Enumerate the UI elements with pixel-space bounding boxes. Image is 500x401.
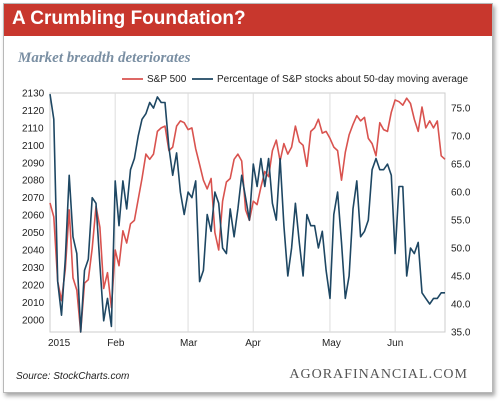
right-tick-label: 40.0 [451, 300, 471, 311]
left-tick-label: 2120 [22, 106, 45, 117]
right-tick-label: 55.0 [451, 216, 471, 227]
x-tick-label: Jun [387, 338, 403, 349]
left-tick-label: 2080 [22, 176, 45, 187]
right-tick-label: 70.0 [451, 132, 471, 143]
left-tick-label: 2010 [22, 298, 45, 309]
x-tick-label: May [322, 338, 341, 349]
series-line-breadth [49, 93, 445, 333]
right-tick-label: 35.0 [451, 328, 471, 339]
x-tick-label: Feb [107, 338, 125, 349]
source-note: Source: StockCharts.com [16, 371, 130, 382]
legend-label-sp500: S&P 500 [147, 74, 187, 85]
legend: S&P 500 Percentage of S&P stocks about 5… [122, 74, 469, 85]
left-tick-label: 2090 [22, 158, 45, 169]
right-tick-label: 65.0 [451, 160, 471, 171]
right-tick-label: 50.0 [451, 244, 471, 255]
left-axis: 2000 2010 2020 2030 2040 2050 2060 2070 2080 2090… [22, 89, 45, 327]
title-banner: A Crumbling Foundation? [4, 4, 492, 36]
left-tick-label: 2100 [22, 141, 45, 152]
left-tick-label: 2070 [22, 193, 45, 204]
right-axis: 35.0 40.0 45.0 50.0 55.0 60.0 65.0 70.0 75.0 [451, 104, 471, 339]
right-tick-label: 45.0 [451, 272, 471, 283]
left-tick-label: 2060 [22, 211, 45, 222]
left-tick-label: 2030 [22, 263, 45, 274]
left-tick-label: 2040 [22, 246, 45, 257]
left-tick-label: 2130 [22, 89, 45, 100]
series-line-sp500 [49, 97, 446, 333]
brand-logo: AGORAFINANCIAL.COM [289, 367, 468, 382]
grid-lines [114, 93, 396, 332]
x-tick-label: Mar [180, 338, 198, 349]
x-tick-label: Apr [245, 338, 261, 349]
x-axis: 2015 Feb Mar Apr May Jun [48, 338, 403, 349]
legend-label-breadth: Percentage of S&P stocks about 50-day mo… [217, 74, 469, 85]
series-group [49, 93, 446, 333]
chart-subtitle: Market breadth deteriorates [18, 50, 191, 66]
page-title: A Crumbling Foundation? [12, 8, 246, 29]
right-tick-label: 75.0 [451, 104, 471, 115]
right-tick-label: 60.0 [451, 188, 471, 199]
left-tick-label: 2110 [22, 123, 44, 134]
left-tick-label: 2050 [22, 228, 45, 239]
x-tick-label: 2015 [48, 338, 71, 349]
left-tick-label: 2020 [22, 280, 45, 291]
left-tick-label: 2000 [22, 315, 45, 326]
